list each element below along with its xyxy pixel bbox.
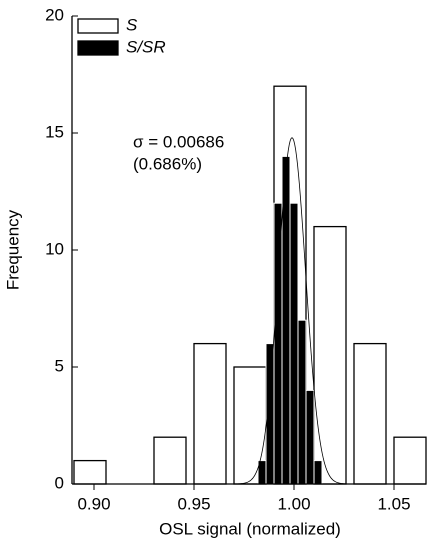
legend-label: S <box>126 15 138 34</box>
bar <box>297 319 307 485</box>
legend-label: S/SR <box>126 37 166 56</box>
x-axis-label: OSL signal (normalized) <box>159 519 341 538</box>
bar <box>313 225 347 485</box>
x-tick-label: 1.00 <box>277 494 310 513</box>
fit-curve <box>237 137 347 485</box>
bar <box>273 202 283 485</box>
legend-swatch <box>77 40 119 56</box>
bar <box>305 389 315 485</box>
legend-swatch <box>77 18 119 34</box>
bar <box>393 436 427 485</box>
y-tick-label: 15 <box>45 122 64 141</box>
bar <box>153 436 187 485</box>
y-tick-label: 5 <box>55 356 64 375</box>
bar <box>353 342 387 485</box>
bar <box>73 459 107 485</box>
annotation: σ = 0.00686 <box>133 132 224 151</box>
bar <box>289 202 299 485</box>
bar <box>313 460 323 485</box>
x-tick-label: 0.95 <box>177 494 210 513</box>
bar <box>193 342 227 485</box>
y-axis-label: Frequency <box>3 209 22 290</box>
y-tick-label: 10 <box>45 239 64 258</box>
y-tick-label: 0 <box>55 473 64 492</box>
annotation: (0.686%) <box>133 154 202 173</box>
y-tick-label: 20 <box>45 5 64 24</box>
x-tick-label: 1.05 <box>377 494 410 513</box>
x-tick-label: 0.90 <box>77 494 110 513</box>
